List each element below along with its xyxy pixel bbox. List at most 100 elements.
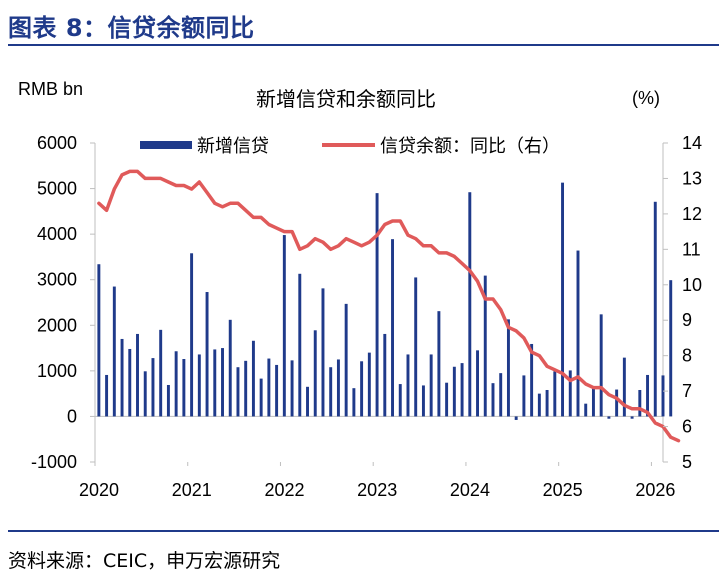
- y-left-tick-label: 1000: [37, 361, 77, 381]
- y-right-tick-label: 5: [682, 452, 692, 472]
- bar: [499, 373, 503, 417]
- y-right-axis: 14 13 12 11 10 9 8 7 6 5: [663, 133, 702, 472]
- series-line: [97, 169, 681, 443]
- bar: [599, 314, 603, 417]
- bar: [128, 348, 132, 417]
- bar: [159, 329, 163, 417]
- y-right-tick-label: 9: [682, 310, 692, 330]
- bar: [221, 348, 224, 417]
- y-right-tick-label: 6: [682, 417, 692, 437]
- y-right-tick-label: 8: [682, 346, 692, 366]
- figure-title: 图表 8：信贷余额同比: [8, 14, 255, 42]
- bar: [120, 338, 124, 417]
- bar: [259, 378, 263, 417]
- bar: [290, 360, 294, 417]
- bar: [553, 371, 557, 417]
- bar: [112, 286, 116, 417]
- bar: [352, 388, 356, 417]
- bar: [344, 303, 348, 417]
- bar: [576, 250, 580, 417]
- bar: [190, 253, 194, 417]
- x-tick-label: 2024: [450, 480, 490, 500]
- bar: [661, 375, 665, 417]
- bar: [460, 363, 464, 417]
- bar: [406, 354, 410, 417]
- bar: [622, 357, 626, 417]
- bar: [244, 360, 248, 417]
- bar: [429, 354, 433, 417]
- bar: [522, 375, 526, 417]
- bar: [514, 416, 518, 420]
- bar: [166, 384, 170, 417]
- bar: [452, 366, 456, 417]
- bar: [530, 343, 534, 417]
- bar: [151, 358, 155, 417]
- bar: [437, 311, 441, 417]
- bar: [105, 374, 109, 417]
- source-rule: [8, 530, 719, 532]
- bar: [398, 384, 402, 417]
- bar: [306, 386, 309, 417]
- x-tick-label: 2021: [172, 480, 212, 500]
- y-left-tick-label: 4000: [37, 224, 77, 244]
- bar: [391, 239, 394, 417]
- bar: [383, 333, 387, 417]
- bar: [630, 416, 634, 419]
- bar: [421, 385, 425, 417]
- y-left-tick-label: 2000: [37, 315, 77, 335]
- bar: [506, 319, 510, 417]
- bar: [607, 416, 611, 419]
- bar: [367, 352, 371, 417]
- x-tick-label: 2023: [357, 480, 397, 500]
- bar: [275, 364, 279, 417]
- bar: [483, 275, 487, 417]
- bar: [468, 192, 472, 417]
- bar: [669, 280, 673, 417]
- y-left-tick-label: 0: [67, 406, 77, 426]
- legend-bar-swatch: [140, 141, 192, 149]
- y-left-tick-label: -1000: [31, 452, 77, 472]
- bar: [213, 349, 217, 417]
- bar: [136, 333, 139, 417]
- bar: [174, 351, 178, 417]
- bar: [568, 370, 572, 417]
- legend-bar-label: 新增信贷: [197, 136, 269, 157]
- x-tick-label: 2026: [635, 480, 675, 500]
- bar: [653, 201, 657, 417]
- y-left-tick-label: 6000: [37, 133, 77, 153]
- bar: [615, 389, 619, 417]
- plot-area: [94, 143, 681, 462]
- x-axis: 2020 2021 2022 2023 2024 2025 2026: [79, 462, 675, 500]
- y-left-unit-label: RMB bn: [18, 79, 83, 99]
- bar: [329, 367, 333, 417]
- bar: [584, 403, 588, 417]
- bar: [360, 361, 364, 417]
- y-left-tick-label: 5000: [37, 179, 77, 199]
- bar: [313, 330, 317, 417]
- bar: [414, 277, 418, 417]
- bar: [561, 182, 565, 417]
- y-right-unit-label: (%): [632, 88, 660, 108]
- bar: [236, 367, 240, 417]
- bar: [282, 235, 286, 417]
- bar: [646, 374, 650, 417]
- legend-line-label: 信贷余额：同比（右）: [380, 136, 560, 157]
- y-right-tick-label: 7: [682, 381, 692, 401]
- x-tick-label: 2025: [543, 480, 583, 500]
- chart-title: 新增信贷和余额同比: [256, 87, 436, 111]
- bar: [336, 359, 340, 417]
- bar: [182, 359, 186, 417]
- y-right-tick-label: 12: [682, 204, 702, 224]
- x-tick-label: 2022: [264, 480, 304, 500]
- y-right-tick-label: 14: [682, 133, 702, 153]
- bar: [97, 264, 101, 417]
- bar: [537, 393, 541, 417]
- bar: [143, 371, 147, 417]
- bar: [205, 292, 209, 417]
- bar: [375, 193, 379, 417]
- bar: [445, 382, 449, 417]
- bar: [591, 388, 595, 417]
- y-right-tick-label: 10: [682, 275, 702, 295]
- bar: [476, 350, 479, 417]
